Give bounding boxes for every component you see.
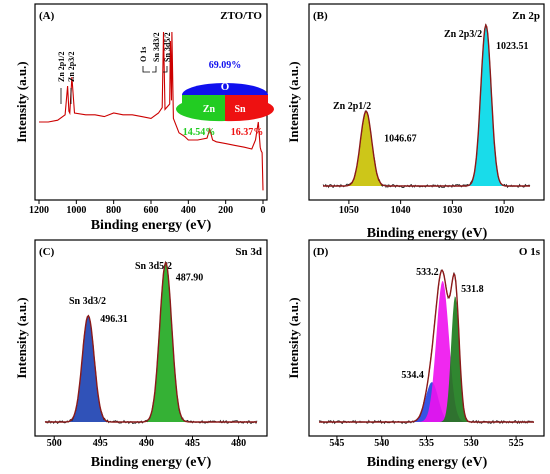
panel-c-xlabel: Binding energy (eV) xyxy=(91,455,212,470)
pie-label-o: O xyxy=(221,81,230,93)
peak-fill-1-0 xyxy=(323,111,530,186)
data-points-2 xyxy=(44,260,258,425)
pie-slice-zn xyxy=(175,95,225,122)
panel-c-frame xyxy=(34,239,268,437)
x-tick-label-1000: 1000 xyxy=(66,205,86,216)
inset-pie: O Zn Sn 69.09% 14.54% 16.37% xyxy=(175,60,275,138)
x-tick-label-530: 530 xyxy=(464,438,479,449)
peak-value-label-2-1: 487.90 xyxy=(176,273,204,284)
x-tick-label-500: 500 xyxy=(47,438,62,449)
x-tick-label-0: 0 xyxy=(261,205,266,216)
x-tick-label-1040: 1040 xyxy=(391,205,411,216)
panel-b-peak-name-2: Zn 2p3/2 xyxy=(444,29,482,40)
x-tick-label-1050: 1050 xyxy=(339,205,359,216)
peak-leader-lines xyxy=(60,66,168,104)
panel-a-label: (A) xyxy=(39,10,55,22)
peak-fill-3-0 xyxy=(319,382,534,422)
panel-a-ylabel: Intensity (a.u.) xyxy=(14,61,29,142)
x-tick-label-535: 535 xyxy=(419,438,434,449)
x-tick-label-485: 485 xyxy=(185,438,200,449)
peak-value-label-3-0: 534.4 xyxy=(401,370,424,381)
pie-pct-sn: 16.37% xyxy=(231,127,264,138)
panel-c-ylabel: Intensity (a.u.) xyxy=(14,297,29,378)
envelope-2 xyxy=(45,261,257,423)
x-tick-label-540: 540 xyxy=(374,438,389,449)
panel-a: (A) ZTO/TO Intensity (a.u.) Binding ener… xyxy=(14,3,275,233)
panel-d-label: (D) xyxy=(313,246,329,258)
peak-value-label-3-2: 531.8 xyxy=(461,284,484,295)
panel-b-ylabel: Intensity (a.u.) xyxy=(286,61,301,142)
x-tick-label-1030: 1030 xyxy=(442,205,462,216)
panel-b-label: (B) xyxy=(313,10,328,22)
panel-b: (B) Zn 2p Intensity (a.u.) Binding energ… xyxy=(286,3,545,241)
x-tick-label-1020: 1020 xyxy=(494,205,514,216)
peak-value-label-3-1: 533.2 xyxy=(416,267,439,278)
x-tick-label-1200: 1200 xyxy=(29,205,49,216)
pie-slice-sn xyxy=(225,95,275,122)
panel-c-label: (C) xyxy=(39,246,55,258)
panel-d-xlabel: Binding energy (eV) xyxy=(367,455,488,470)
x-tick-label-600: 600 xyxy=(144,205,159,216)
label-zn2p12: Zn 2p1/2 xyxy=(57,52,66,82)
panel-a-title: ZTO/TO xyxy=(220,10,262,22)
x-tick-label-525: 525 xyxy=(509,438,524,449)
envelope-3 xyxy=(319,269,534,423)
label-sn3d32: Sn 3d3/2 xyxy=(152,32,161,62)
panel-c: (C) Sn 3d Intensity (a.u.) Binding energ… xyxy=(14,239,268,470)
panel-d-title: O 1s xyxy=(519,246,541,258)
peak-fill-1-1 xyxy=(323,25,530,186)
label-o1s: O 1s xyxy=(139,47,148,62)
x-tick-label-400: 400 xyxy=(181,205,196,216)
panel-c-title: Sn 3d xyxy=(235,246,262,258)
panel-b-xlabel: Binding energy (eV) xyxy=(367,226,488,241)
pie-pct-o: 69.09% xyxy=(209,60,242,71)
pie-pct-zn: 14.54% xyxy=(183,127,216,138)
peak-fill-2-1 xyxy=(45,262,257,422)
peak-value-label-2-0: 496.31 xyxy=(100,314,128,325)
panel-b-frame xyxy=(308,3,545,201)
x-tick-label-200: 200 xyxy=(218,205,233,216)
peak-value-label-1-1: 1023.51 xyxy=(496,41,529,52)
panel-d: (D) O 1s Intensity (a.u.) Binding energy… xyxy=(286,239,545,470)
panel-b-title: Zn 2p xyxy=(512,10,540,22)
pie-label-sn: Sn xyxy=(234,104,246,115)
label-sn3d52: Sn 3d5/2 xyxy=(163,32,172,62)
panel-c-peak-name-2: Sn 3d5/2 xyxy=(135,261,172,272)
label-zn2p32: Zn 2p3/2 xyxy=(67,52,76,82)
x-tick-label-480: 480 xyxy=(231,438,246,449)
panel-c-peak-name-1: Sn 3d3/2 xyxy=(69,296,106,307)
x-tick-label-545: 545 xyxy=(329,438,344,449)
peak-value-label-1-0: 1046.67 xyxy=(384,133,417,144)
panel-a-survey-line xyxy=(39,31,264,191)
x-tick-label-800: 800 xyxy=(106,205,121,216)
x-tick-label-490: 490 xyxy=(139,438,154,449)
panel-d-ylabel: Intensity (a.u.) xyxy=(286,297,301,378)
envelope-1 xyxy=(323,23,530,187)
pie-label-zn: Zn xyxy=(203,104,216,115)
panel-b-peak-name-1: Zn 2p1/2 xyxy=(333,101,371,112)
x-tick-label-495: 495 xyxy=(93,438,108,449)
panel-a-xlabel: Binding energy (eV) xyxy=(91,218,212,233)
